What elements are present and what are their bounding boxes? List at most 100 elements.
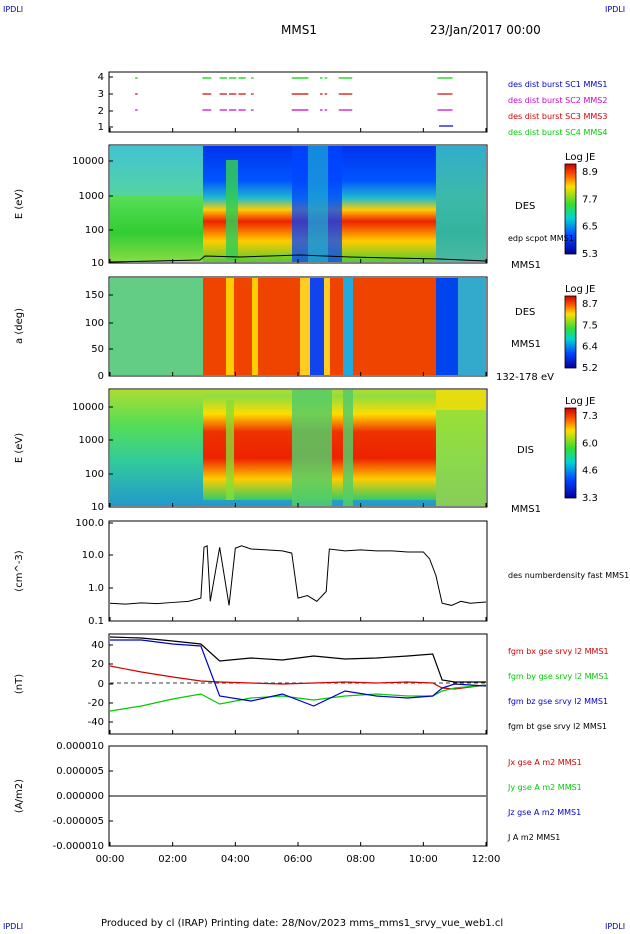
current-ytick-1: 0.000005 — [56, 766, 104, 777]
des_energy-colorbar-tick-1: 7.7 — [582, 194, 598, 205]
dis_energy-colorbar-tick-3: 3.3 — [582, 493, 598, 504]
current-legend-2: Jz gse A m2 MMS1 — [507, 808, 581, 817]
fgm-series-line-0 — [109, 665, 487, 690]
density-ytick-0: 100.0 — [75, 518, 104, 529]
corner-label-left: IPDLI — [3, 5, 24, 14]
corner-label-right: IPDLI — [605, 5, 626, 14]
scpot-label: edp scpot MMS1 — [508, 234, 574, 243]
dis-energy-ylabel: E (eV) — [14, 433, 25, 463]
des_pitch-colorbar-tick-1: 7.5 — [582, 320, 598, 331]
fgm-legend-2: fgm bz gse srvy l2 MMS1 — [508, 697, 608, 706]
dis-energy-colorbar-title: Log JE — [565, 396, 595, 407]
des_pitch-ytick-0: 150 — [85, 290, 104, 301]
des-energy-colorbar-title: Log JE — [565, 152, 595, 163]
current-legend-0: Jx gse A m2 MMS1 — [507, 758, 582, 767]
des-pitch-label: DES — [515, 307, 535, 318]
des_energy-colorbar-tick-2: 6.5 — [582, 222, 598, 233]
fgm-ytick-2: 0 — [98, 679, 104, 690]
burst-legend-1: des dist burst SC2 MMS2 — [508, 96, 607, 105]
des_pitch-ytick-1: 100 — [85, 318, 104, 329]
energy-range-label: 132-178 eV — [496, 372, 554, 383]
scpot-trace — [109, 254, 487, 263]
plot-title: MMS1 — [281, 23, 317, 37]
des_pitch-ytick-3: 0 — [98, 371, 104, 382]
fgm-legend-1: fgm by gse srvy l2 MMS1 — [508, 672, 609, 681]
density-panel-frame — [108, 520, 488, 622]
current-legend-1: Jy gse A m2 MMS1 — [507, 783, 582, 792]
des-energy-ylabel: E (eV) — [14, 189, 25, 219]
current-ytick-0: 0.000010 — [56, 741, 104, 752]
des-pitch-sublabel: MMS1 — [511, 339, 541, 350]
burst-ytick-1: 3 — [98, 89, 104, 100]
fgm-ytick-3: -20 — [88, 698, 104, 709]
burst-panel-frame — [108, 71, 488, 133]
footer-corner-right: IPDLI — [605, 922, 626, 931]
density-ytick-1: 10.0 — [82, 550, 104, 561]
des-pitch-spectrogram — [110, 278, 486, 375]
des_energy-ytick-2: 100 — [85, 225, 104, 236]
footer-text: Produced by cl (IRAP) Printing date: 28/… — [101, 918, 504, 929]
dis-energy-spectrogram — [110, 390, 486, 506]
burst-legend-0: des dist burst SC1 MMS1 — [508, 80, 607, 89]
current-ytick-4: -0.000010 — [53, 841, 104, 852]
dis-energy-sublabel: MMS1 — [511, 504, 541, 515]
x-tick-label-5: 10:00 — [409, 854, 438, 865]
des_pitch-colorbar-tick-3: 5.2 — [582, 363, 598, 374]
fgm-legend-0: fgm bx gse srvy l2 MMS1 — [508, 647, 609, 656]
x-tick-label-2: 04:00 — [221, 854, 250, 865]
des_energy-ytick-1: 1000 — [79, 191, 104, 202]
plot-date: 23/Jan/2017 00:00 — [430, 23, 541, 37]
des_pitch-ytick-2: 50 — [91, 344, 104, 355]
des_energy-ytick-0: 10000 — [72, 156, 104, 167]
des-pitch-colorbar-title: Log JE — [565, 284, 595, 295]
fgm-ylabel: (nT) — [14, 674, 25, 694]
des_energy-colorbar-tick-3: 5.3 — [582, 249, 598, 260]
des-energy-spectrogram — [109, 146, 487, 263]
dis_energy-colorbar-tick-2: 4.6 — [582, 466, 598, 477]
dis-energy-colorbar — [564, 407, 577, 499]
footer-corner-left: IPDLI — [3, 922, 24, 931]
x-tick-label-3: 06:00 — [284, 854, 313, 865]
burst-legend-2: des dist burst SC3 MMS3 — [508, 112, 607, 121]
current-ytick-3: -0.000005 — [53, 816, 104, 827]
x-tick-label-1: 02:00 — [158, 854, 187, 865]
fgm-series-line-2 — [110, 639, 487, 707]
density-ylabel: (cm^-3) — [14, 550, 25, 591]
density-line — [109, 545, 487, 606]
burst-legend-3: des dist burst SC4 MMS4 — [508, 128, 607, 137]
des-energy-colorbar — [564, 163, 577, 255]
dis_energy-colorbar-tick-0: 7.3 — [582, 411, 598, 422]
dis_energy-ytick-1: 1000 — [79, 435, 104, 446]
des-energy-sublabel: MMS1 — [511, 260, 541, 271]
density-ytick-2: 1.0 — [88, 583, 104, 594]
density-ytick-3: 0.1 — [88, 616, 104, 627]
fgm-ytick-0: 40 — [91, 640, 104, 651]
x-tick-label-4: 08:00 — [346, 854, 375, 865]
fgm-series-line-3 — [109, 636, 486, 683]
des-pitch-ylabel: a (deg) — [14, 308, 25, 344]
des_energy-colorbar-tick-0: 8.9 — [582, 167, 598, 178]
burst-ytick-3: 1 — [98, 122, 104, 133]
des-energy-label: DES — [515, 201, 535, 212]
des_pitch-colorbar-tick-2: 6.4 — [582, 342, 598, 353]
dis_energy-colorbar-tick-1: 6.0 — [582, 438, 598, 449]
dis-energy-label: DIS — [517, 445, 534, 456]
fgm-legend-3: fgm bt gse srvy l2 MMS1 — [508, 722, 607, 731]
x-tick-label-0: 00:00 — [96, 854, 125, 865]
des-pitch-colorbar — [564, 295, 577, 369]
fgm-ytick-4: -40 — [88, 717, 104, 728]
fgm-series-line-1 — [109, 684, 487, 712]
current-ylabel: (A/m2) — [14, 779, 25, 813]
des_pitch-colorbar-tick-0: 8.7 — [582, 299, 598, 310]
x-tick-label-6: 12:00 — [472, 854, 501, 865]
current-ytick-2: 0.000000 — [56, 791, 104, 802]
dis_energy-ytick-0: 10000 — [72, 402, 104, 413]
des_energy-ytick-3: 10 — [91, 258, 104, 269]
dis_energy-ytick-2: 100 — [85, 469, 104, 480]
dis_energy-ytick-3: 10 — [91, 502, 104, 513]
current-legend-3: J A m2 MMS1 — [507, 833, 560, 842]
density-series-label: des numberdensity fast MMS1 — [508, 571, 629, 580]
fgm-ytick-1: 20 — [91, 659, 104, 670]
burst-ytick-2: 2 — [98, 106, 104, 117]
